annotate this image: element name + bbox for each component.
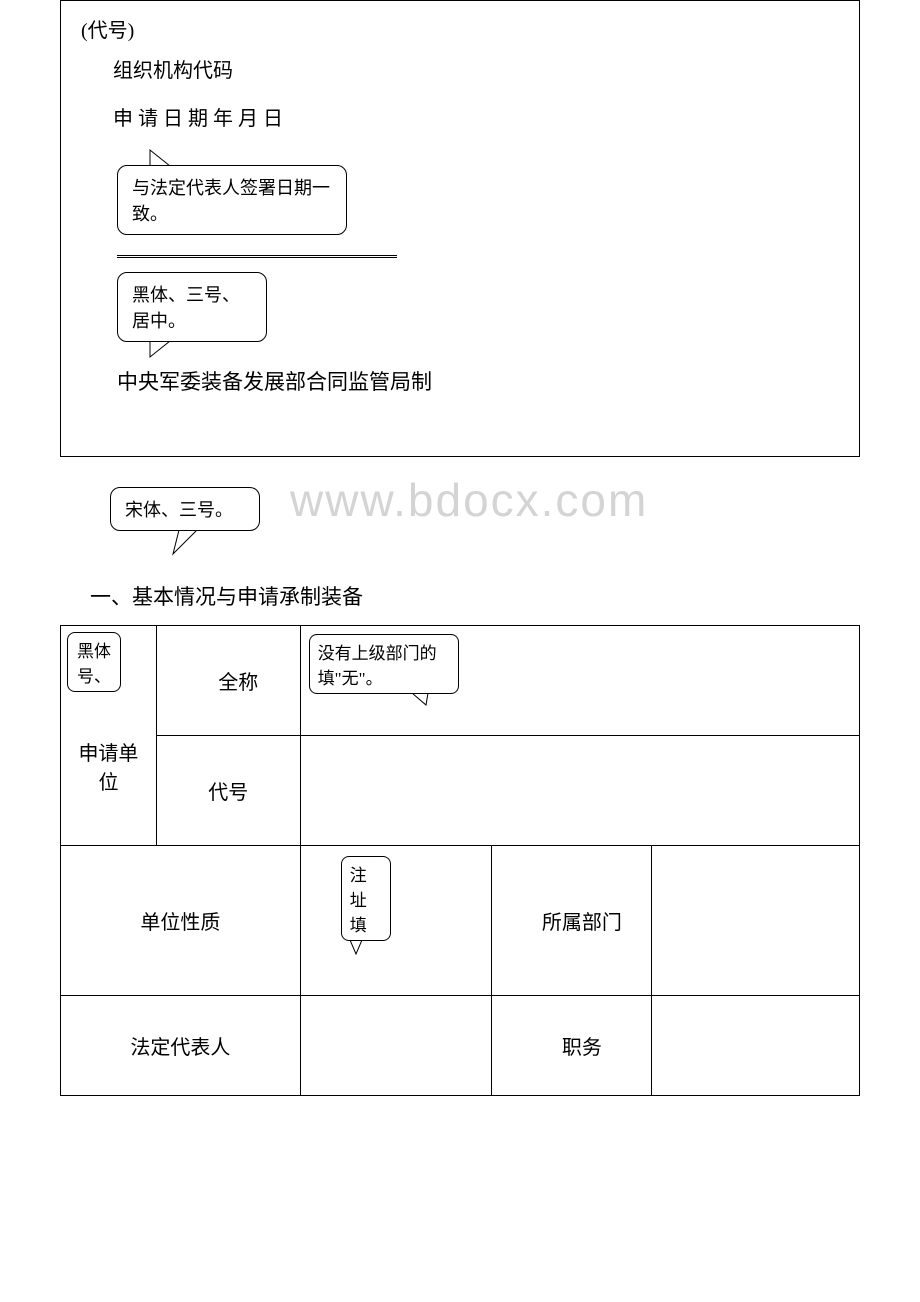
- application-form-table: 黑体号、 申请单位 全称 没有上级部门的填"无"。 代号: [60, 625, 860, 1096]
- section-basic-info: 宋体、三号。 www.bdocx.com 一、基本情况与申请承制装备 黑体号、 …: [60, 487, 860, 1096]
- top-info-box: (代号) 组织机构代码 申 请 日 期 年 月 日 与法定代表人签署日期一致。 …: [60, 0, 860, 457]
- callout-songti: 宋体、三号。: [110, 487, 260, 531]
- callout-no-parent: 没有上级部门的填"无"。: [309, 634, 459, 694]
- apply-date-line: 申 请 日 期 年 月 日: [81, 99, 839, 139]
- double-underline: [117, 255, 397, 258]
- callout-tail-icon: [348, 940, 364, 956]
- watermark-text: www.bdocx.com: [290, 473, 648, 527]
- cell-position-value: [652, 996, 860, 1096]
- cell-dept-text: 所属部门: [522, 912, 622, 934]
- cell-position-label: 职务: [492, 996, 652, 1096]
- callout-songti-text: 宋体、三号。: [125, 500, 233, 520]
- table-row: 法定代表人 职务: [61, 996, 860, 1096]
- issuer-text: 中央军委装备发展部合同监管局制: [117, 366, 839, 396]
- cell-full-name-label: 全称: [156, 626, 300, 736]
- cell-unit-type-label: 单位性质: [61, 846, 301, 996]
- cell-code-value: [300, 736, 859, 846]
- callout-heiti-center-text: 黑体、三号、居中。: [132, 285, 240, 331]
- table-row: 黑体号、 申请单位 全称 没有上级部门的填"无"。: [61, 626, 860, 736]
- code-line: (代号): [81, 11, 839, 51]
- callout-tail-icon: [171, 530, 201, 556]
- cell-legal-rep-text: 法定代表人: [130, 1037, 230, 1059]
- callout-sign-date: 与法定代表人签署日期一致。: [117, 165, 347, 235]
- callout-tail-icon: [146, 341, 174, 359]
- callout-tail-icon: [410, 693, 430, 707]
- cell-applicant-unit: 黑体号、 申请单位: [61, 626, 157, 846]
- cell-code-text: 代号: [208, 782, 248, 804]
- org-code-line: 组织机构代码: [81, 51, 839, 91]
- cell-dept-label: 所属部门: [492, 846, 652, 996]
- cell-full-name-value: 没有上级部门的填"无"。: [300, 626, 859, 736]
- callout-sign-date-text: 与法定代表人签署日期一致。: [132, 178, 330, 224]
- callout-addr-text: 注址填: [350, 866, 367, 935]
- callout-heiti-inline: 黑体号、: [67, 632, 121, 692]
- table-row: 单位性质 注址填 所属部门: [61, 846, 860, 996]
- cell-unit-type-text: 单位性质: [140, 912, 220, 934]
- table-row: 代号: [61, 736, 860, 846]
- callout-addr: 注址填: [341, 856, 391, 941]
- callout-tail-icon: [146, 148, 174, 166]
- callout-no-parent-text: 没有上级部门的填"无"。: [318, 644, 437, 688]
- cell-dept-value: [652, 846, 860, 996]
- cell-code-label: 代号: [156, 736, 300, 846]
- cell-unit-type-value: 注址填: [300, 846, 492, 996]
- cell-position-text: 职务: [542, 1037, 602, 1059]
- callout-heiti-inline-text: 黑体号、: [77, 642, 111, 686]
- cell-applicant-unit-text: 申请单位: [78, 743, 138, 794]
- callout-heiti-center: 黑体、三号、居中。: [117, 272, 267, 342]
- cell-full-name-text: 全称: [198, 672, 258, 694]
- section-heading: 一、基本情况与申请承制装备: [90, 581, 860, 611]
- cell-legal-rep-label: 法定代表人: [61, 996, 301, 1096]
- cell-legal-rep-value: [300, 996, 492, 1096]
